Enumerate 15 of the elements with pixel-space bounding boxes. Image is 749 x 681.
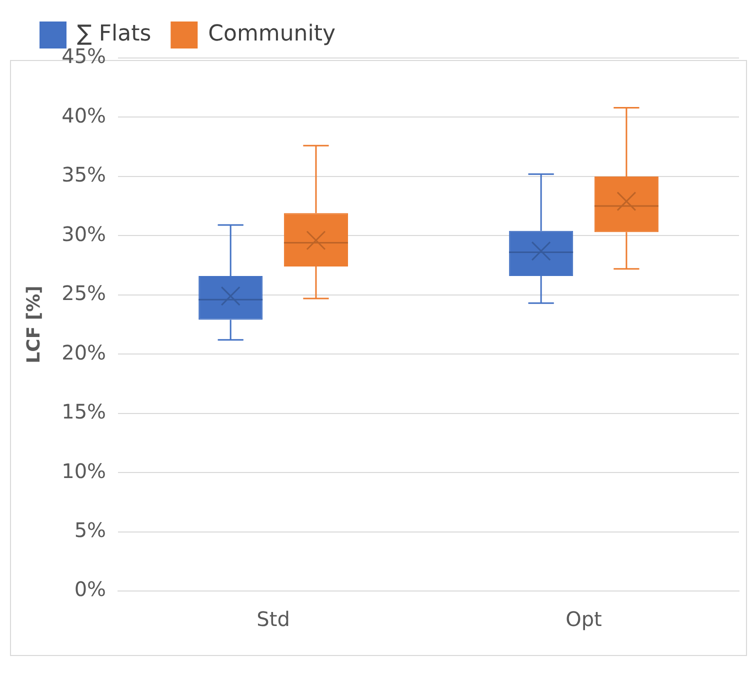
y-tick-label: 30% (62, 222, 106, 246)
y-tick-label: 45% (62, 44, 106, 68)
legend-label: ∑ Flats (77, 22, 152, 47)
x-tick-label: Opt (566, 607, 602, 632)
y-tick-label: 35% (62, 162, 106, 187)
y-tick-label: 0% (74, 577, 106, 602)
y-tick-label: 20% (62, 340, 106, 364)
y-tick-label: 5% (74, 518, 106, 542)
y-tick-label: 40% (62, 103, 106, 128)
legend-label: Community (208, 22, 336, 47)
y-axis-title: LCF [%] (23, 286, 44, 364)
y-tick-label: 10% (62, 458, 106, 483)
y-tick-label: 15% (62, 400, 106, 424)
x-tick-label: Std (256, 607, 290, 632)
y-tick-label: 25% (62, 281, 106, 306)
